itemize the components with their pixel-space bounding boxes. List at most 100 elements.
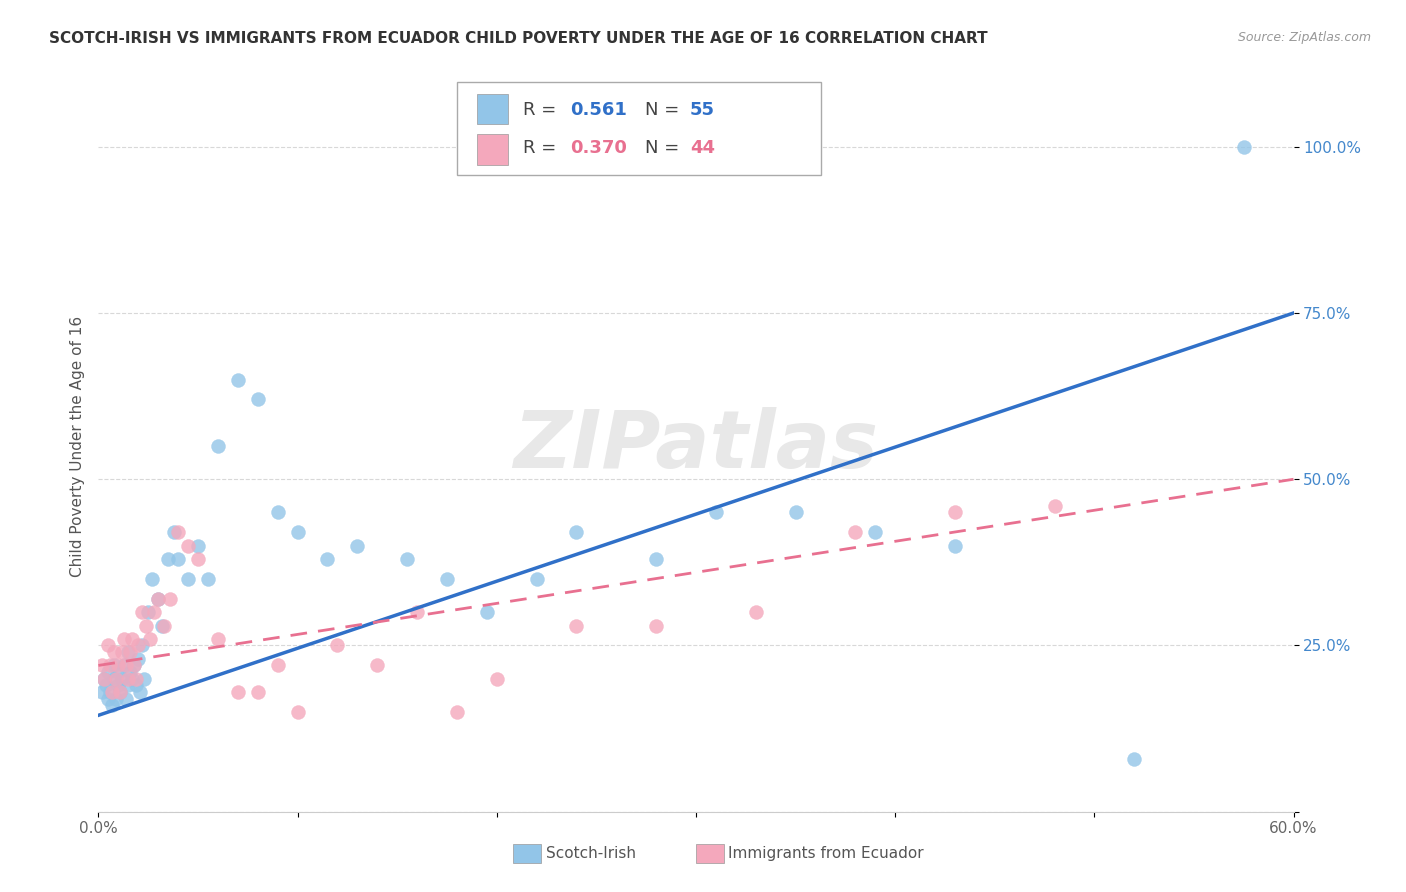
Point — [111, 672, 134, 686]
Text: 55: 55 — [690, 101, 716, 119]
Point — [246, 685, 269, 699]
Point — [115, 658, 138, 673]
Point — [135, 618, 157, 632]
Point — [134, 672, 156, 686]
Point — [127, 639, 149, 653]
FancyBboxPatch shape — [477, 134, 509, 165]
Point — [1233, 140, 1256, 154]
Point — [1043, 499, 1066, 513]
Point — [645, 552, 668, 566]
Point — [704, 506, 727, 520]
Point — [207, 632, 229, 646]
Point — [187, 539, 209, 553]
FancyBboxPatch shape — [477, 94, 509, 124]
Point — [436, 572, 458, 586]
Point — [150, 618, 173, 632]
Point — [406, 605, 429, 619]
Point — [565, 525, 588, 540]
Text: N =: N = — [644, 138, 685, 156]
Point — [526, 572, 548, 586]
Point — [267, 506, 290, 520]
Text: Scotch-Irish: Scotch-Irish — [546, 847, 636, 861]
Point — [226, 685, 249, 699]
Point — [93, 672, 115, 686]
Text: R =: R = — [523, 138, 561, 156]
Point — [346, 539, 368, 553]
Point — [177, 572, 200, 586]
Point — [101, 685, 124, 699]
Point — [107, 658, 129, 673]
Point — [107, 665, 129, 679]
Point — [136, 605, 159, 619]
Point — [844, 525, 866, 540]
Point — [131, 605, 153, 619]
Point — [125, 672, 148, 686]
Point — [97, 639, 120, 653]
Y-axis label: Child Poverty Under the Age of 16: Child Poverty Under the Age of 16 — [69, 316, 84, 576]
Point — [105, 691, 128, 706]
Point — [129, 685, 152, 699]
Point — [121, 672, 143, 686]
Text: Source: ZipAtlas.com: Source: ZipAtlas.com — [1237, 31, 1371, 45]
Point — [226, 372, 249, 386]
Point — [96, 678, 118, 692]
Point — [98, 658, 122, 673]
Point — [98, 685, 122, 699]
Point — [112, 658, 135, 673]
Point — [105, 672, 128, 686]
Point — [115, 691, 138, 706]
Point — [117, 645, 139, 659]
Text: Immigrants from Ecuador: Immigrants from Ecuador — [728, 847, 924, 861]
Point — [287, 525, 309, 540]
Point — [125, 678, 148, 692]
Point — [163, 525, 186, 540]
Point — [197, 572, 219, 586]
Point — [366, 658, 388, 673]
Point — [143, 605, 166, 619]
Text: N =: N = — [644, 101, 685, 119]
Point — [396, 552, 419, 566]
Point — [943, 539, 966, 553]
Point — [112, 632, 135, 646]
Point — [267, 658, 290, 673]
Point — [103, 672, 125, 686]
Point — [111, 645, 134, 659]
Point — [131, 639, 153, 653]
Point — [745, 605, 768, 619]
Text: 44: 44 — [690, 138, 716, 156]
Point — [326, 639, 349, 653]
Point — [943, 506, 966, 520]
Point — [91, 685, 114, 699]
Point — [120, 645, 142, 659]
Point — [97, 665, 120, 679]
Point — [101, 698, 124, 713]
Point — [117, 672, 139, 686]
Point — [153, 618, 176, 632]
Point — [485, 672, 508, 686]
Text: SCOTCH-IRISH VS IMMIGRANTS FROM ECUADOR CHILD POVERTY UNDER THE AGE OF 16 CORREL: SCOTCH-IRISH VS IMMIGRANTS FROM ECUADOR … — [49, 31, 988, 46]
Point — [110, 685, 132, 699]
Point — [148, 591, 170, 606]
Point — [287, 705, 309, 719]
FancyBboxPatch shape — [457, 82, 821, 176]
Point — [167, 525, 190, 540]
Point — [177, 539, 200, 553]
Point — [865, 525, 887, 540]
Point — [207, 439, 229, 453]
Point — [110, 685, 132, 699]
Point — [127, 652, 149, 666]
Point — [124, 658, 146, 673]
Point — [167, 552, 190, 566]
Text: R =: R = — [523, 101, 561, 119]
Point — [117, 678, 139, 692]
Point — [121, 632, 143, 646]
Point — [475, 605, 498, 619]
Point — [565, 618, 588, 632]
Text: ZIPatlas: ZIPatlas — [513, 407, 879, 485]
Point — [120, 665, 142, 679]
Point — [148, 591, 170, 606]
Point — [103, 645, 125, 659]
Point — [187, 552, 209, 566]
Point — [97, 691, 120, 706]
Point — [645, 618, 668, 632]
